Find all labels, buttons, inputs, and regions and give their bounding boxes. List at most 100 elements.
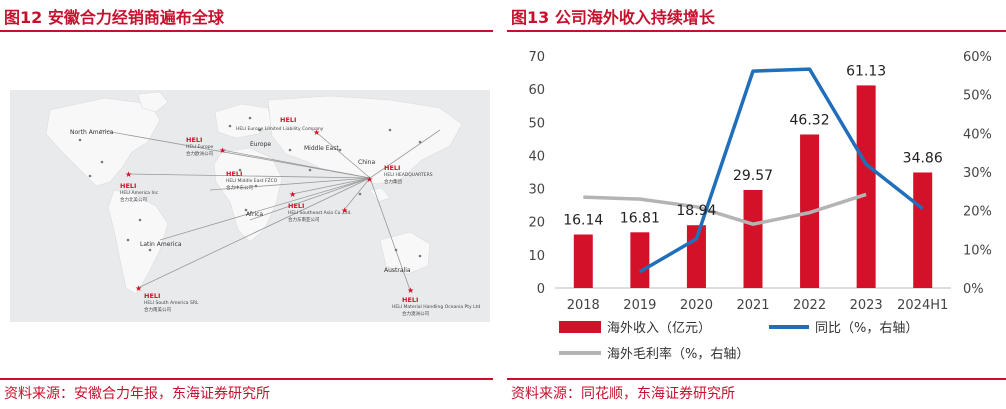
greenland-shape [137, 91, 169, 113]
continent-shapes [45, 91, 463, 295]
hub-labels: HELI HELI Europe Limited Liability Compa… [120, 116, 480, 317]
y-left-tick-label: 10 [528, 249, 545, 264]
y-left-tick-label: 0 [537, 282, 545, 297]
star-icon: ★ [125, 170, 132, 179]
chart-legend: 海外收入（亿元） 同比（%，右轴） 海外毛利率（%，右轴） [559, 321, 918, 362]
legend-label-yoy: 同比（%，右轴） [815, 321, 918, 336]
bar [913, 172, 933, 288]
hub-brand: HELI [280, 116, 296, 124]
hub-en: HELI HEADQUARTERS [384, 172, 433, 178]
figure-13-title: 图13 公司海外收入持续增长 [511, 8, 715, 27]
bar-value-label: 61.13 [846, 63, 886, 79]
y-right-tick-label: 10% [963, 243, 992, 258]
star-icon: ★ [135, 284, 142, 293]
distributor-dots [78, 116, 422, 258]
chart-axes: 0 10 20 30 40 50 60 70 0% 10% 20% 30% 40% 50% 60% 2018 2… [528, 50, 991, 313]
line-series [583, 67, 924, 274]
hub-brand: HELI [144, 292, 160, 300]
hub-cn: 合力欧洲公司 [186, 150, 213, 157]
bar [630, 232, 650, 288]
north-america-shape [45, 97, 161, 187]
connection-lines [99, 129, 441, 291]
source-rule [0, 378, 493, 380]
star-icon: ★ [219, 146, 226, 155]
title-rule [0, 30, 493, 32]
source-rule [507, 378, 1006, 380]
x-tick-label: 2018 [567, 298, 600, 313]
star-icon: ★ [289, 190, 296, 199]
y-right-tick-label: 60% [963, 50, 992, 65]
islands-shape [369, 187, 391, 203]
y-right-tick-label: 20% [963, 205, 992, 220]
bar [743, 189, 763, 288]
bar-value-label: 16.81 [620, 210, 660, 226]
hub-cn: 合力北美公司 [120, 196, 147, 203]
hub-en: HELI South America SRL [144, 300, 199, 306]
hub-en: HELI Material Handling Oceania Pty Ltd [392, 304, 480, 310]
hub-en: HELI Southeast Asia Co.,Ltd. [288, 210, 352, 216]
hub-brand: HELI [288, 202, 304, 210]
figure-13-source: 资料来源：同花顺，东海证券研究所 [511, 386, 735, 402]
hub-en: HELI Europe Limited Liability Company [236, 126, 324, 132]
y-left-tick-label: 30 [528, 183, 545, 198]
hub-cn: 合力澳洲公司 [402, 310, 429, 317]
bar-value-label: 16.14 [563, 213, 603, 229]
margin-series-line [583, 192, 867, 226]
region-middle-east: Middle East [304, 145, 339, 152]
star-icon: ★ [313, 128, 320, 137]
hub-en: HELI America Inc [120, 190, 159, 196]
legend-swatch-revenue [559, 321, 601, 333]
bar-value-label: 18.94 [676, 203, 716, 219]
region-europe: Europe [250, 141, 271, 148]
hub-cn: 合力集团 [384, 178, 402, 185]
bar-value-label: 34.86 [903, 150, 943, 166]
europe-shape [214, 103, 273, 139]
bar-series [573, 85, 933, 289]
hub-brand: HELI [186, 136, 202, 144]
x-tick-label: 2021 [736, 298, 769, 313]
legend-label-revenue: 海外收入（亿元） [607, 321, 711, 336]
region-latin-america: Latin America [140, 241, 182, 248]
data-labels: 16.14 16.81 18.94 29.57 46.32 61.13 34.86 [563, 63, 943, 228]
yoy-series-line [639, 67, 924, 274]
y-right-tick-label: 30% [963, 166, 992, 181]
right-panel: 图13 公司海外收入持续增长 0 10 20 30 40 50 60 70 0% 10% 20% 30… [507, 0, 1006, 409]
region-north-america: North America [70, 129, 114, 136]
bar-value-label: 46.32 [790, 112, 830, 128]
overseas-revenue-chart: 0 10 20 30 40 50 60 70 0% 10% 20% 30% 40% 50% 60% 2018 2… [528, 50, 991, 362]
region-australia: Australia [384, 267, 411, 274]
region-china: China [358, 159, 375, 166]
y-left-tick-label: 60 [528, 83, 545, 98]
asia-shape [267, 95, 463, 185]
x-tick-label: 2019 [623, 298, 656, 313]
left-panel: 图12 安徽合力经销商遍布全球 [0, 0, 493, 409]
star-icon: ★ [341, 206, 348, 215]
australia-shape [379, 231, 431, 275]
x-tick-label: 2020 [680, 298, 713, 313]
world-map-graphic: North America Europe Middle East Africa … [45, 91, 480, 317]
hub-brand: HELI [402, 296, 418, 304]
africa-shape [213, 147, 283, 243]
y-left-tick-label: 70 [528, 50, 545, 65]
y-left-tick-label: 20 [528, 216, 545, 231]
x-tick-label: 2022 [793, 298, 826, 313]
hub-en: HELI Europe [186, 144, 214, 150]
star-icon: ★ [407, 286, 414, 295]
bar [856, 85, 876, 289]
x-tick-label: 2024H1 [897, 298, 948, 313]
hub-brand: HELI [226, 170, 242, 178]
y-right-tick-label: 0% [963, 282, 984, 297]
y-right-tick-label: 50% [963, 89, 992, 104]
hub-cn: 合力东南亚公司 [288, 216, 320, 223]
legend-label-margin: 海外毛利率（%，右轴） [607, 346, 749, 362]
hub-cn: 合力中东公司 [226, 184, 253, 191]
bar-value-label: 29.57 [733, 168, 773, 184]
x-tick-label: 2023 [850, 298, 883, 313]
figure-12-source: 资料来源：安徽合力年报，东海证券研究所 [4, 386, 270, 402]
region-africa: Africa [246, 211, 263, 218]
hub-brand: HELI [384, 164, 400, 172]
bar [573, 234, 593, 288]
figure-12-title: 图12 安徽合力经销商遍布全球 [4, 8, 224, 27]
hub-brand: HELI [120, 182, 136, 190]
y-right-tick-label: 40% [963, 127, 992, 142]
